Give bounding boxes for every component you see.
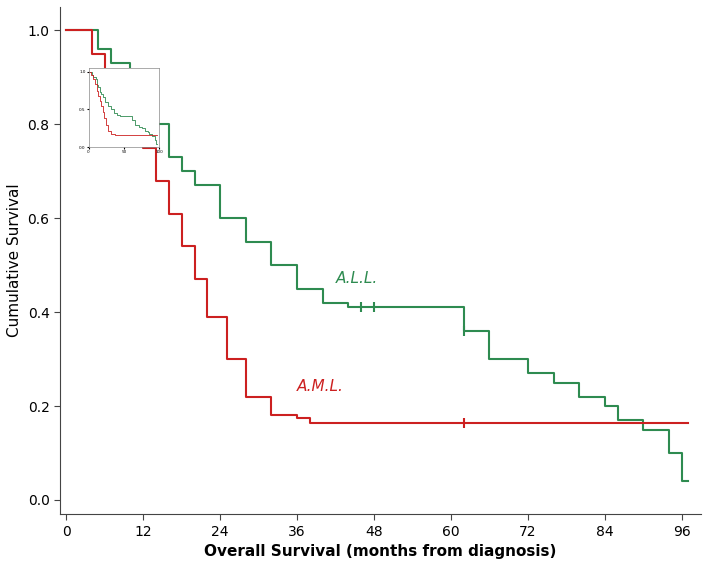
Text: A.M.L.: A.M.L. [297,379,344,395]
X-axis label: Overall Survival (months from diagnosis): Overall Survival (months from diagnosis) [205,544,556,559]
Text: A.L.L.: A.L.L. [336,271,378,286]
Y-axis label: Cumulative Survival: Cumulative Survival [7,184,22,337]
